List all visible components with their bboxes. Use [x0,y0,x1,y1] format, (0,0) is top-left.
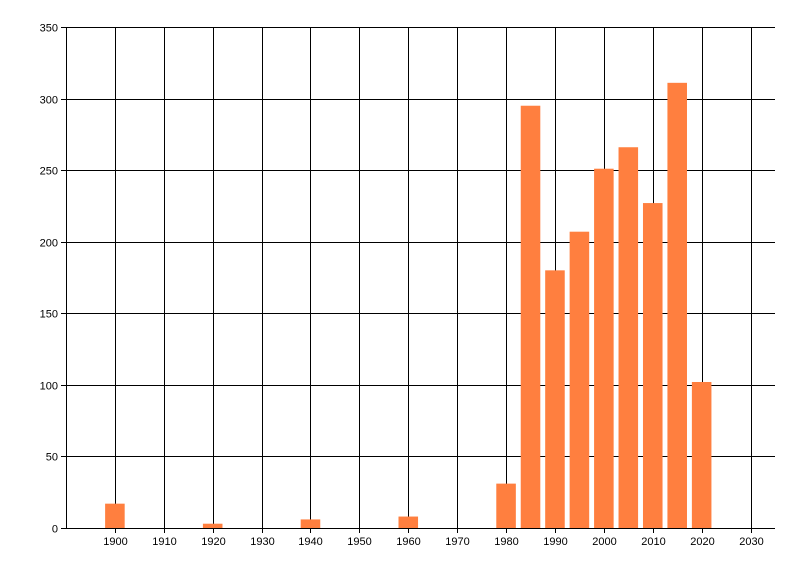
y-tick-label: 300 [40,95,58,107]
y-tick-label: 50 [46,452,58,464]
bar-2000 [594,168,614,528]
x-tick-label: 2010 [641,536,665,548]
x-tick-label: 1930 [250,536,274,548]
y-tick-label: 0 [52,524,58,536]
x-tick-label: 1990 [543,536,567,548]
x-tick-label: 1980 [494,536,518,548]
bar-2010 [642,203,663,528]
bar-1920 [202,523,223,528]
x-tick-label: 1920 [201,536,225,548]
tick-labels: 0 50 100 150 200 250 300 350 1900 1910 1920 1930 194… [40,23,764,549]
x-tick-label: 1940 [298,536,322,548]
bar-2015 [667,82,687,528]
axes [66,27,775,529]
y-tick-label: 350 [40,23,58,35]
bar-2020 [691,381,712,528]
x-tick-label: 2020 [690,536,714,548]
bar-1960 [398,516,419,528]
x-tick-label: 1910 [152,536,176,548]
bar-1990 [545,270,565,528]
x-tick-label: 1950 [347,536,371,548]
bar-1900 [105,503,125,528]
bar-1995 [569,231,590,529]
x-tick-label: 2030 [739,536,763,548]
bars [105,82,712,529]
x-tick-label: 2000 [592,536,616,548]
bar-2005 [618,147,639,529]
y-tick-label: 100 [40,381,58,393]
x-tick-label: 1970 [445,536,469,548]
bar-1980 [496,483,516,528]
y-tick-label: 200 [40,238,58,250]
x-tick-label: 1960 [396,536,420,548]
y-tick-label: 150 [40,309,58,321]
y-tick-label: 250 [40,166,58,178]
bar-1985 [520,105,541,528]
x-tick-label: 1900 [103,536,127,548]
bar-1940 [300,519,321,528]
